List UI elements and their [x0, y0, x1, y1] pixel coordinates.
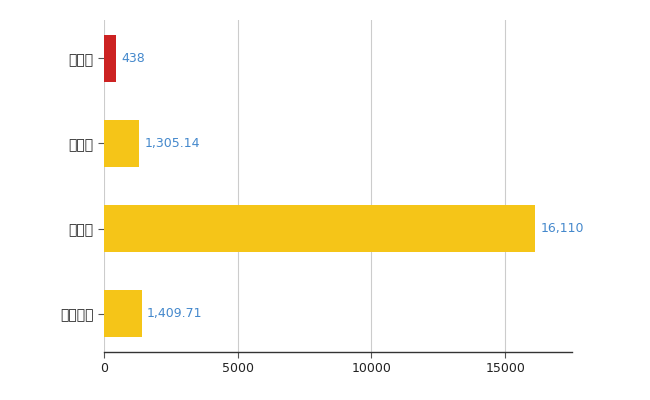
Bar — [104, 205, 535, 252]
Bar — [104, 290, 142, 337]
Bar — [104, 120, 139, 167]
Text: 16,110: 16,110 — [540, 222, 584, 235]
Text: 438: 438 — [121, 52, 145, 65]
Bar — [104, 35, 116, 82]
Text: 1,305.14: 1,305.14 — [144, 137, 200, 150]
Text: 1,409.71: 1,409.71 — [147, 307, 203, 320]
